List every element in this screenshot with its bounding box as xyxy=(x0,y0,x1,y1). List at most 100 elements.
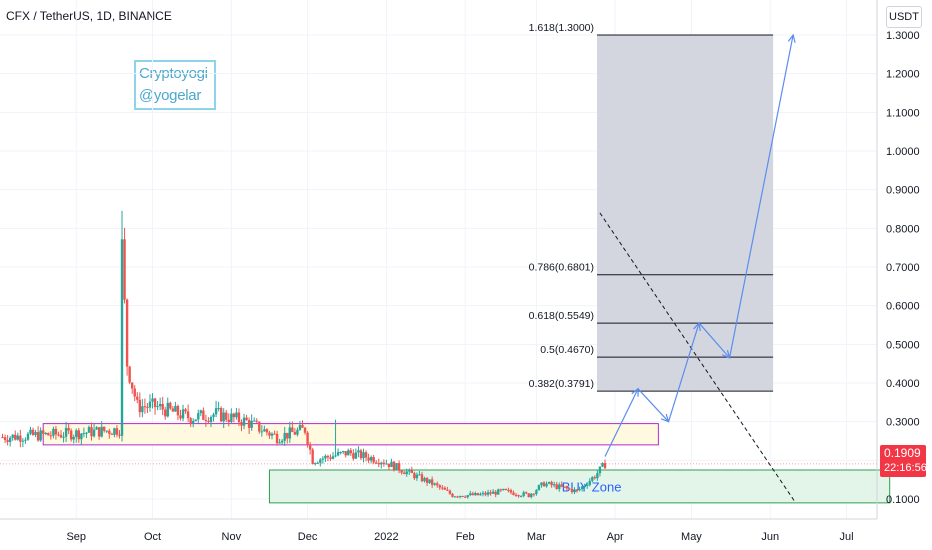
candle-body xyxy=(31,429,35,435)
candle-body xyxy=(593,477,597,479)
candle-body xyxy=(362,452,365,459)
candle-body xyxy=(461,495,464,497)
projection-drawings xyxy=(0,33,877,504)
candle-body xyxy=(286,432,289,439)
candle-body xyxy=(29,429,32,434)
candle-body xyxy=(583,485,586,487)
candle-body xyxy=(34,432,37,435)
candle-body xyxy=(418,474,421,476)
candle-body xyxy=(77,430,81,440)
candle-body xyxy=(481,492,485,495)
candle-body xyxy=(164,409,167,417)
candle-body xyxy=(280,440,284,443)
candle-body xyxy=(458,495,462,497)
candle-body xyxy=(16,435,19,440)
candle-body xyxy=(197,413,200,420)
candle-body xyxy=(237,412,241,423)
candle-body xyxy=(156,406,159,408)
candle-body xyxy=(367,457,370,461)
candle-body xyxy=(545,483,548,487)
candle-body xyxy=(540,482,543,486)
candle-body xyxy=(255,420,258,422)
candle-body xyxy=(214,408,218,415)
candle-body xyxy=(558,484,561,489)
candle-body xyxy=(301,425,304,428)
candle-body xyxy=(400,470,403,473)
y-tick-label: 1.2000 xyxy=(886,69,920,81)
candle-body xyxy=(504,488,508,490)
candle-body xyxy=(275,433,279,444)
fibonacci-level-label: 0.786(0.6801) xyxy=(529,262,594,274)
candle-body xyxy=(382,462,386,464)
candle-body xyxy=(336,452,340,456)
candle-body xyxy=(339,451,342,453)
candle-body xyxy=(26,433,30,440)
candle-body xyxy=(268,432,271,436)
candle-body xyxy=(120,239,124,436)
x-tick-label: Sep xyxy=(66,531,86,543)
candle-body xyxy=(258,421,261,432)
candle-body xyxy=(410,469,414,473)
candle-body xyxy=(448,490,452,494)
candle-body xyxy=(115,428,119,435)
candle-body xyxy=(341,451,345,453)
candle-body xyxy=(225,412,228,420)
candle-body xyxy=(471,493,475,496)
candle-body xyxy=(603,463,607,469)
candle-body xyxy=(90,427,93,437)
candle-body xyxy=(39,430,42,441)
watermark-handle: @yogelar xyxy=(139,87,202,104)
candle-body xyxy=(143,406,147,408)
candle-body xyxy=(570,489,574,493)
candle-body xyxy=(547,482,551,484)
candle-body xyxy=(253,420,256,422)
candle-body xyxy=(204,419,208,421)
candle-body xyxy=(3,437,7,441)
fibonacci-level-label: 0.618(0.5549) xyxy=(529,310,594,322)
candle-body xyxy=(552,484,556,486)
candle-body xyxy=(469,493,472,496)
price-zones: BUY Zone xyxy=(42,423,891,504)
candle-body xyxy=(158,403,162,407)
candle-body xyxy=(207,420,210,423)
candle-body xyxy=(349,450,352,454)
candle-body xyxy=(247,420,251,428)
candle-body xyxy=(359,450,363,459)
candle-body xyxy=(484,492,487,495)
candle-body xyxy=(161,403,164,410)
candle-body xyxy=(125,299,129,367)
candle-body xyxy=(532,493,536,495)
candle-body xyxy=(80,433,83,440)
candle-body xyxy=(148,401,152,408)
candle-body xyxy=(466,495,469,498)
candle-body xyxy=(176,405,180,416)
candle-body xyxy=(59,434,63,438)
y-tick-label: 0.8000 xyxy=(886,223,920,235)
candle-body xyxy=(306,432,309,445)
currency-selector[interactable]: USDT xyxy=(886,6,922,28)
projection-segment xyxy=(637,388,669,423)
candle-body xyxy=(240,422,243,426)
candle-body xyxy=(308,444,312,450)
candle-body xyxy=(6,440,9,442)
candle-body xyxy=(575,489,579,491)
candle-body xyxy=(181,409,185,419)
candle-body xyxy=(303,427,307,433)
candle-body xyxy=(591,477,594,481)
candle-body xyxy=(530,493,533,498)
candle-body xyxy=(413,472,416,479)
candle-body xyxy=(499,489,502,491)
candle-body xyxy=(8,437,12,442)
candle-body xyxy=(44,432,47,434)
candle-body xyxy=(329,457,332,459)
candle-body xyxy=(95,427,98,430)
fibonacci-box xyxy=(597,35,774,391)
candle-body xyxy=(110,433,114,435)
y-tick-label: 0.5000 xyxy=(886,339,920,351)
fibonacci-level-label: 0.5(0.4670) xyxy=(540,344,594,356)
candle-body xyxy=(186,411,190,419)
candle-body xyxy=(14,434,17,440)
candle-body xyxy=(133,388,136,397)
candle-body xyxy=(291,427,294,433)
